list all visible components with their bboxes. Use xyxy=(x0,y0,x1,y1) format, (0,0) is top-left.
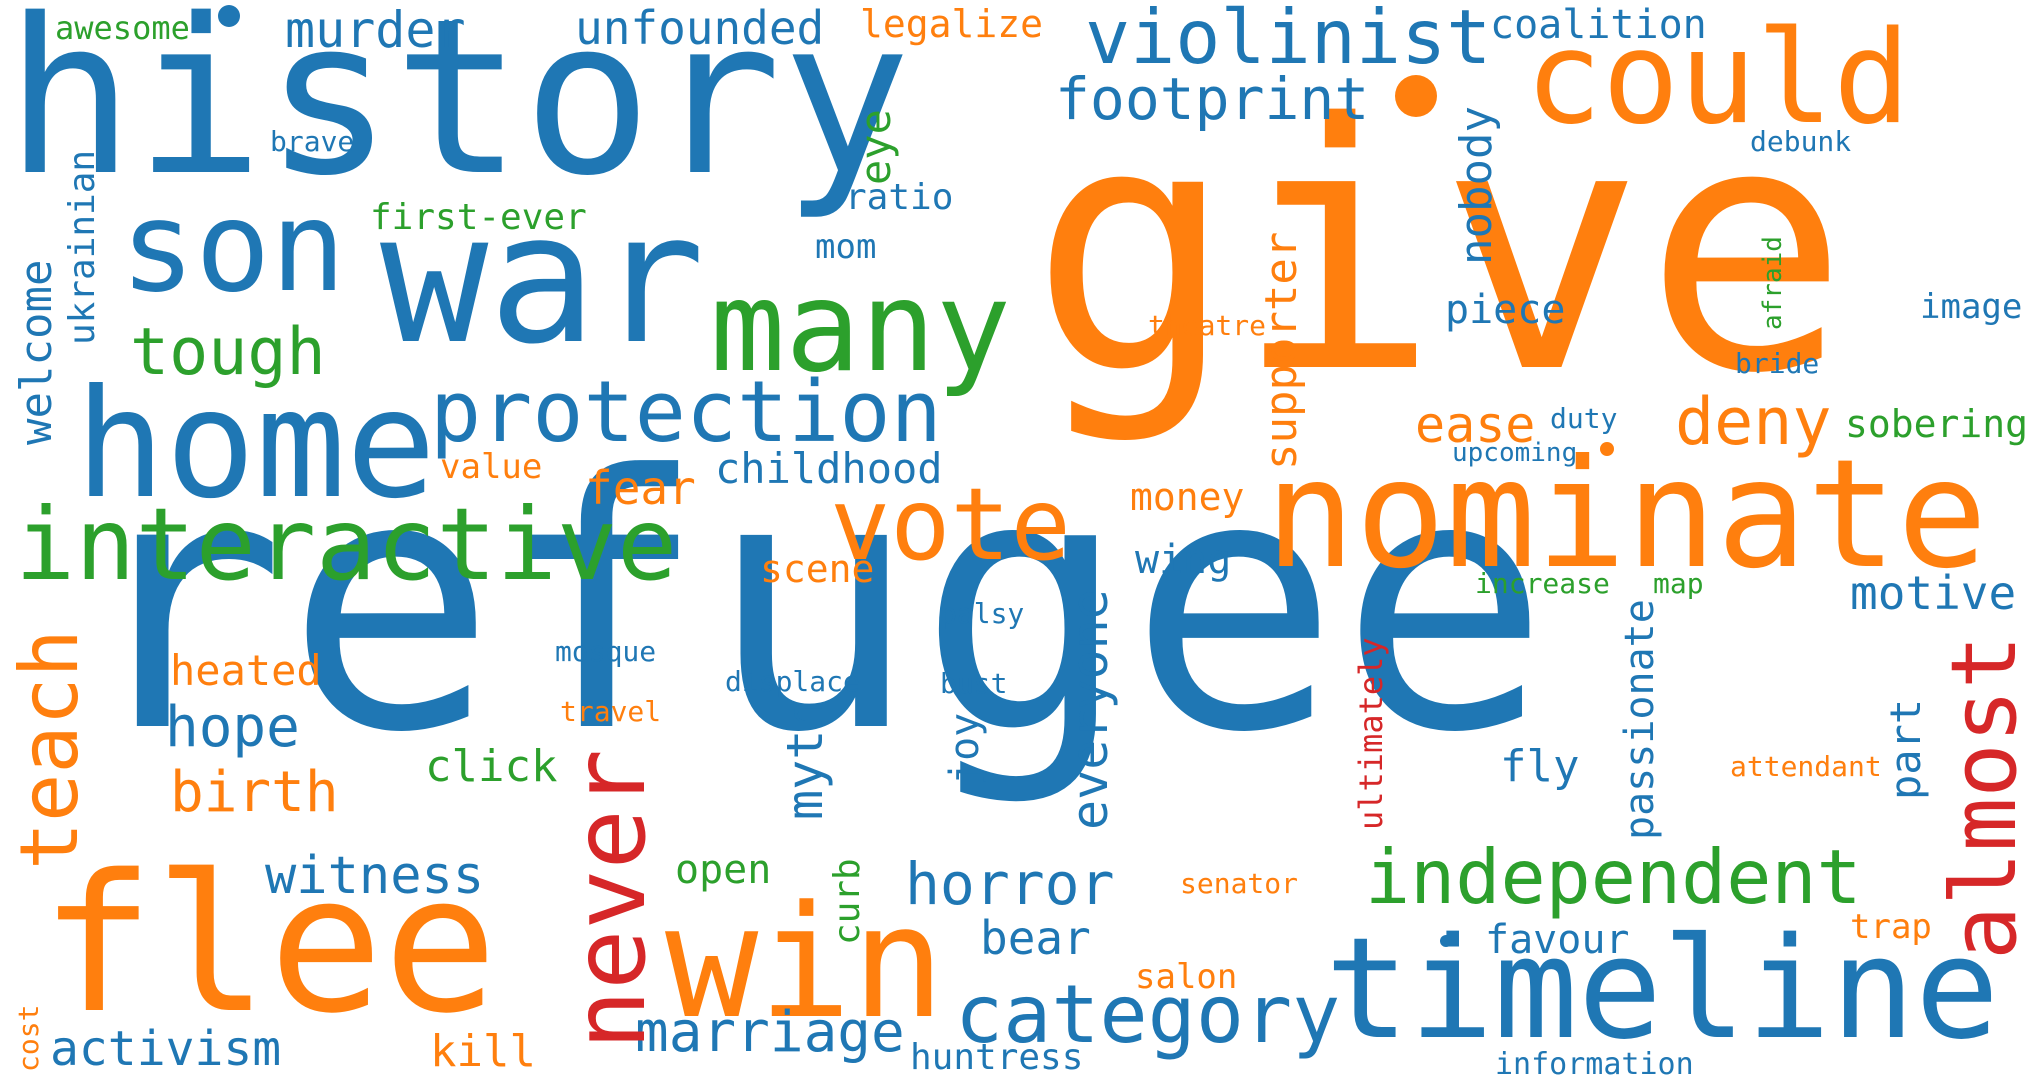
dot-mark xyxy=(1600,442,1614,456)
word-everyone: everyone xyxy=(1061,589,1119,830)
word-timeline: timeline xyxy=(1325,908,2000,1071)
dot-mark xyxy=(218,5,240,27)
word-image: image xyxy=(1920,287,2023,327)
word-horror: horror xyxy=(905,850,1115,918)
word-brave: brave xyxy=(270,125,355,158)
word-motive: motive xyxy=(1850,566,2017,620)
word-protection: protection xyxy=(430,363,942,462)
word-could: could xyxy=(1525,4,1911,153)
word-increase: increase xyxy=(1475,567,1610,600)
word-cost: cost xyxy=(12,1004,45,1072)
word-displace: displace xyxy=(725,665,860,698)
word-deny: deny xyxy=(1675,385,1832,460)
word-wing: wing xyxy=(1135,537,1232,583)
word-welcome: welcome xyxy=(11,259,62,445)
word-marriage: marriage xyxy=(635,1000,905,1065)
word-sobering: sobering xyxy=(1845,402,2029,446)
word-nominate: nominate xyxy=(1265,428,1988,602)
word-first-ever: first-ever xyxy=(370,197,587,238)
word-myth: myth xyxy=(776,699,834,820)
word-independent: independent xyxy=(1365,833,1862,921)
word-map: map xyxy=(1653,567,1704,600)
word-hope: hope xyxy=(165,695,300,760)
word-debunk: debunk xyxy=(1750,125,1852,158)
word-activism: activism xyxy=(50,1021,282,1077)
dot-mark xyxy=(1440,935,1452,947)
word-bear: bear xyxy=(980,911,1091,965)
word-fear: fear xyxy=(585,461,696,515)
word-value: value xyxy=(440,447,543,487)
word-many: many xyxy=(710,255,1012,400)
word-travel: travel xyxy=(560,695,662,728)
word-heated: heated xyxy=(170,646,322,695)
word-awesome: awesome xyxy=(55,9,190,47)
word-favour: favour xyxy=(1485,917,1630,963)
word-teach: teach xyxy=(3,629,96,870)
word-money: money xyxy=(1130,475,1245,519)
word-footprint: footprint xyxy=(1055,65,1370,133)
word-information: information xyxy=(1495,1047,1694,1080)
dot-mark xyxy=(1395,75,1437,117)
word-give: give xyxy=(1030,52,1849,448)
word-bride: bride xyxy=(1735,347,1820,380)
word-part: part xyxy=(1881,698,1930,800)
word-tough: tough xyxy=(130,315,326,390)
word-refugee: refugee xyxy=(75,401,1551,809)
word-birth: birth xyxy=(170,760,339,825)
word-murder: murder xyxy=(285,1,466,59)
word-scene: scene xyxy=(760,547,875,591)
word-nobody: nobody xyxy=(1451,106,1502,265)
word-vote: vote xyxy=(830,466,1071,583)
word-war: war xyxy=(380,175,706,384)
word-bust: bust xyxy=(940,667,1008,700)
word-fly: fly xyxy=(1500,741,1580,792)
word-ukrainian: ukrainian xyxy=(62,149,103,345)
word-home: home xyxy=(75,358,437,532)
word-supporter: supporter xyxy=(1256,231,1307,470)
word-ease: ease xyxy=(1415,396,1536,454)
word-witness: witness xyxy=(265,846,485,906)
word-ratio: ratio xyxy=(845,177,954,218)
word-piece: piece xyxy=(1445,287,1566,333)
word-attendant: attendant xyxy=(1730,750,1882,783)
word-joy: joy xyxy=(942,712,988,785)
word-win: win xyxy=(665,872,945,1053)
word-never: never xyxy=(551,748,668,1050)
word-coalition: coalition xyxy=(1490,2,1707,48)
word-violinist: violinist xyxy=(1085,0,1492,81)
word-son: son xyxy=(120,175,346,320)
word-eye: eye xyxy=(851,109,900,185)
word-trap: trap xyxy=(1850,907,1932,947)
word-mom: mom xyxy=(815,227,877,267)
word-open: open xyxy=(675,847,772,893)
word-interactive: interactive xyxy=(15,486,678,603)
word-huntress: huntress xyxy=(910,1037,1084,1078)
word-curb: curb xyxy=(827,858,868,945)
word-upcoming: upcoming xyxy=(1452,438,1578,468)
word-passionate: passionate xyxy=(1617,599,1663,840)
word-ultimately: ultimately xyxy=(1352,637,1390,830)
word-category: category xyxy=(955,968,1341,1061)
word-palsy: palsy xyxy=(940,597,1025,630)
word-click: click xyxy=(425,741,558,792)
word-legalize: legalize xyxy=(860,2,1044,46)
word-afraid: afraid xyxy=(1758,236,1788,330)
word-salon: salon xyxy=(1135,957,1238,997)
word-senator: senator xyxy=(1180,867,1299,900)
word-flee: flee xyxy=(40,834,498,1055)
word-theatre: theatre xyxy=(1148,309,1267,342)
word-mosque: mosque xyxy=(555,635,657,668)
word-unfounded: unfounded xyxy=(575,1,825,55)
word-kill: kill xyxy=(430,1026,536,1077)
word-duty: duty xyxy=(1550,402,1618,435)
word-childhood: childhood xyxy=(715,444,943,493)
word-almost: almost xyxy=(1932,634,2037,960)
word-history: history xyxy=(5,0,912,223)
